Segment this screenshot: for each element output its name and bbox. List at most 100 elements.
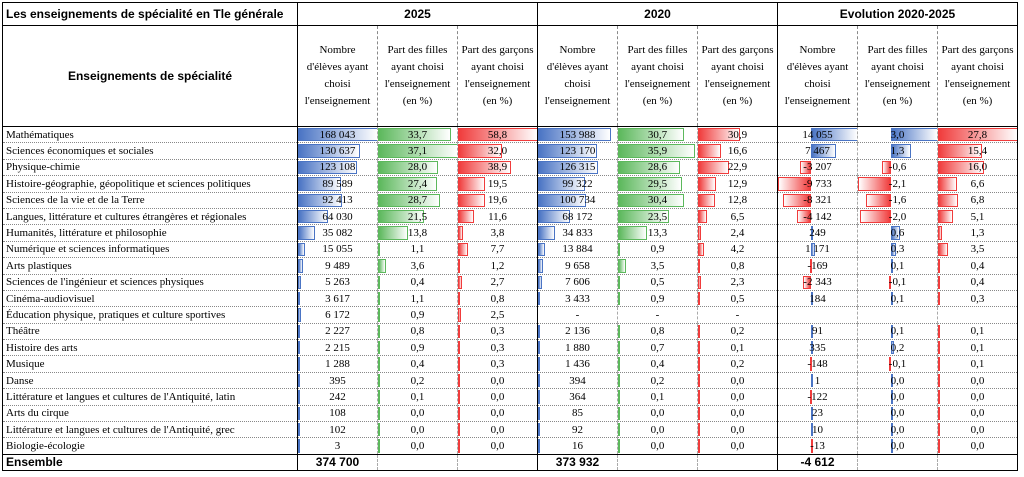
data-bar <box>298 423 300 437</box>
cell: 0,4 <box>617 355 698 373</box>
cell: 1 171 <box>777 241 858 259</box>
total-row: Ensemble 374 700 373 932 -4 612 <box>2 453 1018 471</box>
data-row: Arts plastiques 9 489 3,6 1,2 9 658 3,5 0,8 -16… <box>2 257 1018 275</box>
cell: 23,5 <box>617 208 698 226</box>
cell-value: 2 227 <box>325 325 350 338</box>
cell-value: 364 <box>569 390 586 403</box>
data-bar <box>458 177 485 191</box>
cell: 395 <box>297 372 378 390</box>
data-bar <box>618 423 620 437</box>
data-bar <box>618 439 620 453</box>
cell-value: 85 <box>572 407 583 420</box>
cell-value: 0,0 <box>970 407 985 420</box>
cell: 0,0 <box>617 437 698 455</box>
data-bar <box>538 373 540 388</box>
cell: 0,3 <box>457 355 538 373</box>
cell: 123 108 <box>297 159 378 177</box>
data-bar <box>458 341 460 355</box>
data-bar <box>618 373 620 388</box>
data-bar <box>538 291 540 306</box>
data-bar <box>458 209 474 224</box>
cell: 7,7 <box>457 241 538 259</box>
cell-value: 0,0 <box>890 374 905 387</box>
cell-value: 11,6 <box>488 210 507 223</box>
data-bar <box>538 324 540 339</box>
cell: 16,0 <box>937 159 1018 177</box>
cell-value: 5 263 <box>325 276 350 289</box>
cell-value: 108 <box>329 407 346 420</box>
cell-value: 0,7 <box>650 341 665 354</box>
cell-value: 126 315 <box>559 161 596 174</box>
total-empty <box>377 453 458 471</box>
cell-value: 3,5 <box>650 259 665 272</box>
data-bar <box>378 324 380 339</box>
cell: 28,0 <box>377 159 458 177</box>
data-bar <box>458 291 460 306</box>
data-bar <box>618 128 685 142</box>
data-bar <box>810 341 813 355</box>
data-bar <box>458 144 502 158</box>
data-bar <box>458 226 464 240</box>
cell: 23 <box>777 405 858 423</box>
data-bar <box>458 439 460 453</box>
data-bar <box>538 406 540 421</box>
cell-value: 1,3 <box>970 227 985 240</box>
cell-value: 0,0 <box>410 407 425 420</box>
cell: 28,7 <box>377 192 458 209</box>
cell-value: 0,4 <box>650 358 665 371</box>
cell: 0,0 <box>457 388 538 406</box>
cell-value: 0,1 <box>410 390 425 403</box>
cell-value: 0,5 <box>730 292 745 305</box>
data-bar <box>538 259 543 273</box>
data-bar <box>810 373 813 388</box>
cell-value: 100 734 <box>559 194 596 207</box>
data-bar <box>810 439 813 453</box>
cell <box>857 306 938 324</box>
cell-value: 0,0 <box>650 407 665 420</box>
data-bar <box>890 291 893 306</box>
data-bar <box>890 226 901 240</box>
data-row: Danse 395 0,2 0,0 394 0,2 0,0 1 0,0 0,0 <box>2 372 1018 390</box>
cell-value: 1 436 <box>565 358 590 371</box>
data-bar <box>938 439 940 453</box>
cell: 0,0 <box>697 405 778 423</box>
cell-value: 0,0 <box>970 390 985 403</box>
row-label: Arts plastiques <box>2 257 298 275</box>
row-label-header: Enseignements de spécialité <box>2 25 298 127</box>
total-empty <box>457 453 538 471</box>
cell-value: 92 413 <box>322 194 353 207</box>
data-bar <box>938 390 940 404</box>
cell: 2,7 <box>457 274 538 291</box>
cell: 2 136 <box>537 323 618 341</box>
cell: 394 <box>537 372 618 390</box>
cell: 0,0 <box>857 437 938 455</box>
cell-value: 123 170 <box>559 145 596 158</box>
data-bar <box>698 390 700 404</box>
cell: 108 <box>297 405 378 423</box>
column-header: Nombre d'élèves ayant choisi l'enseignem… <box>777 25 858 127</box>
data-bar <box>618 144 696 158</box>
total-empty <box>697 453 778 471</box>
cell: 6,6 <box>937 175 1018 193</box>
cell-value: 12,9 <box>727 177 748 190</box>
cell-value: -0,1 <box>888 276 907 289</box>
data-bar <box>938 193 958 207</box>
cell: 13 884 <box>537 241 618 259</box>
cell-value: 15 055 <box>322 243 353 256</box>
data-bar <box>298 144 361 158</box>
cell: 0,0 <box>937 372 1018 390</box>
cell-value: 1,1 <box>410 243 425 256</box>
cell: 1,3 <box>857 142 938 160</box>
cell: 7 467 <box>777 142 858 160</box>
cell: 3 617 <box>297 290 378 308</box>
cell-value: 16 <box>572 440 583 453</box>
data-row: Physique-chimie 123 108 28,0 38,9 126 315 28,… <box>2 159 1018 177</box>
cell: 2 227 <box>297 323 378 341</box>
cell: 0,5 <box>617 274 698 291</box>
cell-value: 3,5 <box>970 243 985 256</box>
data-bar <box>378 144 457 158</box>
cell: 2,5 <box>457 306 538 324</box>
data-bar <box>538 275 542 289</box>
cell: 35,9 <box>617 142 698 160</box>
cell: 0,2 <box>697 323 778 341</box>
